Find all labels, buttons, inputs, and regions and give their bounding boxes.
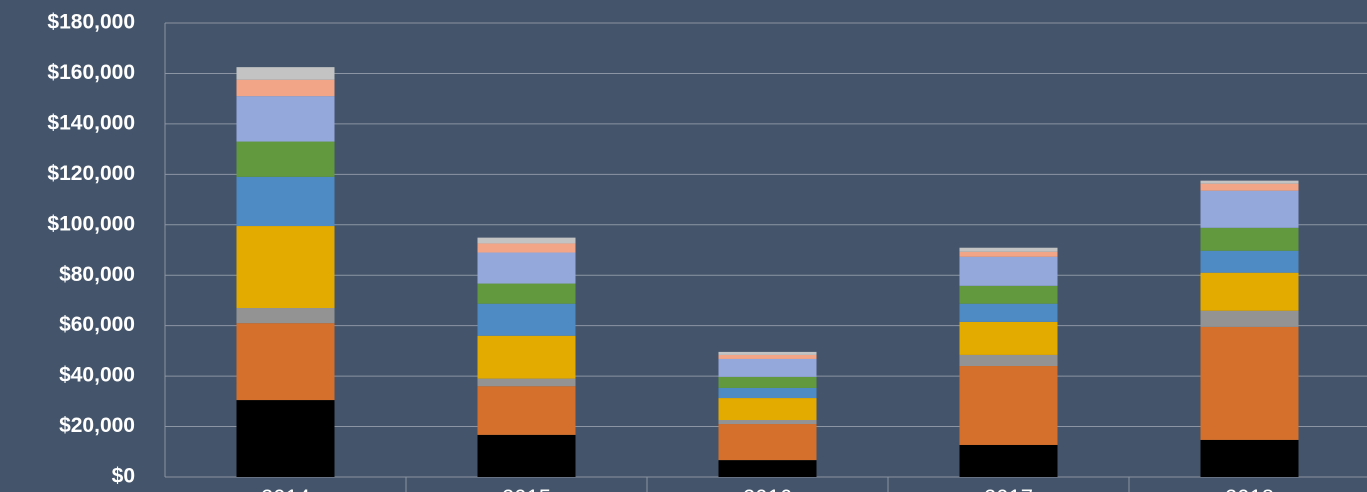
y-tick-label: $160,000	[47, 61, 135, 84]
bar-segment	[718, 358, 817, 377]
y-tick-label: $80,000	[59, 263, 135, 286]
bar-segment	[718, 387, 817, 399]
bar-segment	[718, 354, 817, 359]
x-tick-label: 2018	[1225, 485, 1274, 492]
bar-segment	[1200, 310, 1299, 327]
bar-segment	[1200, 250, 1299, 273]
bar-segment	[236, 323, 335, 401]
bar-segment	[477, 335, 576, 379]
bar-segment	[959, 247, 1058, 252]
bar-segment	[718, 419, 817, 425]
y-tick-label: $20,000	[59, 414, 135, 437]
bar-segment	[236, 226, 335, 309]
bar-segment	[718, 398, 817, 420]
bar-segment	[236, 308, 335, 324]
bar-segment	[718, 351, 817, 355]
bar-segment	[1200, 326, 1299, 440]
bar-segment	[718, 376, 817, 388]
bar-segment	[1200, 190, 1299, 228]
bar-segment	[477, 386, 576, 435]
bar-segment	[959, 354, 1058, 367]
y-tick-label: $100,000	[47, 212, 135, 235]
bar-segment	[1200, 180, 1299, 184]
bar-segment	[477, 303, 576, 336]
y-tick-label: $140,000	[47, 111, 135, 134]
bar-segment	[959, 285, 1058, 304]
bar-segment	[1200, 439, 1299, 477]
bar-segment	[718, 424, 817, 461]
y-tick-label: $60,000	[59, 313, 135, 336]
bar-segment	[236, 176, 335, 227]
bar-segment	[477, 378, 576, 387]
bar-segment	[1200, 227, 1299, 251]
bar-segment	[959, 444, 1058, 477]
x-tick-label: 2015	[502, 485, 551, 492]
x-tick-label: 2017	[984, 485, 1033, 492]
bar-segment	[959, 366, 1058, 445]
bar-segment	[236, 79, 335, 97]
y-tick-label: $120,000	[47, 162, 135, 185]
x-tick-label: 2016	[743, 485, 792, 492]
bar-segment	[959, 303, 1058, 322]
bar-segment	[1200, 272, 1299, 311]
bar-segment	[718, 460, 817, 477]
bar-segment	[477, 434, 576, 477]
bar-segment	[236, 96, 335, 142]
bar-segment	[236, 400, 335, 477]
bar-segment	[959, 321, 1058, 355]
bar-segment	[959, 251, 1058, 257]
bar-segment	[477, 283, 576, 304]
bar-segment	[236, 141, 335, 177]
bar-segment	[959, 256, 1058, 286]
bar-segment	[236, 67, 335, 80]
y-tick-label: $0	[112, 465, 135, 488]
bar-segment	[1200, 183, 1299, 191]
bar-segment	[477, 243, 576, 253]
y-tick-label: $180,000	[47, 11, 135, 34]
bar-segment	[477, 252, 576, 284]
x-tick-label: 2014	[261, 485, 310, 492]
y-tick-label: $40,000	[59, 364, 135, 387]
bar-segment	[477, 237, 576, 244]
